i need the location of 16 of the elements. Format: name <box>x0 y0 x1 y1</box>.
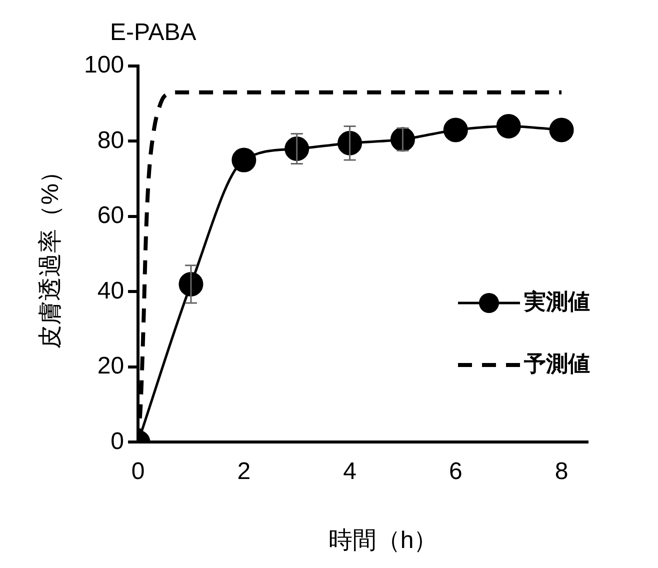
y-tick-label: 100 <box>84 52 124 79</box>
y-axis-title: 皮膚透過率（%） <box>37 159 64 349</box>
x-tick-label: 2 <box>237 458 251 486</box>
legend-label: 実測値 <box>523 289 590 314</box>
x-axis-title: 時間（h） <box>328 527 438 554</box>
x-tick-label: 4 <box>343 458 356 486</box>
x-tick-label: 0 <box>131 458 145 486</box>
y-tick-label: 20 <box>97 352 124 380</box>
y-tick-label: 80 <box>97 126 124 154</box>
y-tick-label: 0 <box>110 428 124 455</box>
y-tick-label: 40 <box>97 277 124 304</box>
legend-label: 予測値 <box>523 351 590 376</box>
x-tick-label: 6 <box>448 458 462 486</box>
x-tick-label: 8 <box>554 458 568 486</box>
y-tick-label: 60 <box>97 202 124 230</box>
chart-title: E-PABA <box>110 19 196 46</box>
